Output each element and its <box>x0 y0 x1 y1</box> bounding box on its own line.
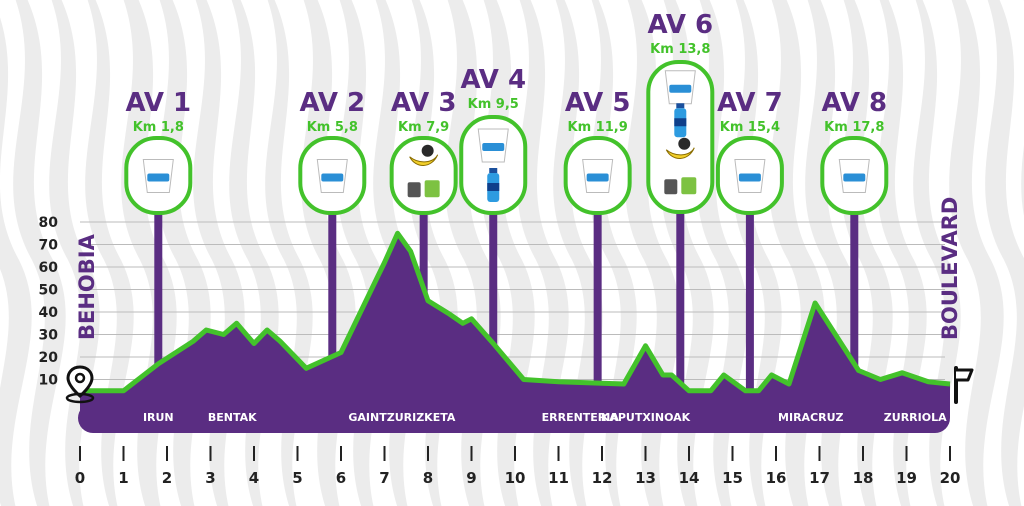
aid-station: AV 1 Km 1,8 <box>124 88 193 215</box>
x-tick-label: 7 <box>379 469 389 487</box>
place-label: MIRACRUZ <box>778 411 843 424</box>
place-label: BENTAK <box>208 411 257 424</box>
x-tick-label: 17 <box>809 469 830 487</box>
aid-station-title: AV 8 <box>821 88 887 118</box>
place-labels: IRUN BENTAK GAINTZURIZKETA ERRENTERIAKAPUTX… <box>143 411 947 424</box>
x-tick-label: 2 <box>162 469 172 487</box>
cup-icon <box>477 128 509 163</box>
aid-station: AV 2 Km 5,8 <box>298 88 367 215</box>
aid-station: AV 7 Km 15,4 <box>715 88 784 215</box>
aid-station-post <box>745 210 754 392</box>
gel-icon <box>407 180 440 198</box>
place-label: GAINTZURIZKETA <box>348 411 455 424</box>
cup-icon <box>142 159 174 193</box>
aid-station-km: Km 11,9 <box>568 120 628 135</box>
place-label: IRUN <box>143 411 174 424</box>
banana-icon <box>409 144 439 166</box>
y-tick-label: 20 <box>39 350 59 366</box>
x-tick-label: 13 <box>635 469 656 487</box>
x-axis: 0 1 2 3 4 5 6 7 8 9 10 11 12 13 14 15 16 17 18 19 20 <box>75 446 961 487</box>
end-label: BOULEVARD <box>938 197 962 340</box>
aid-station-badge <box>459 115 528 215</box>
y-tick-label: 10 <box>39 373 59 389</box>
aid-station: AV 6 Km 13,8 <box>646 10 715 214</box>
zebra-stripe <box>1021 0 1024 216</box>
x-tick-label: 1 <box>118 469 128 487</box>
aid-station-title: AV 1 <box>125 88 191 118</box>
start-label: BEHOBIA <box>75 233 99 340</box>
y-tick-label: 50 <box>39 283 59 299</box>
banana-icon <box>665 137 695 159</box>
finish-flag-icon <box>954 366 974 404</box>
aid-station: AV 5 Km 11,9 <box>563 88 632 215</box>
x-tick-label: 15 <box>722 469 743 487</box>
aid-station: AV 4 Km 9,5 <box>459 65 528 215</box>
elevation-area <box>80 233 950 418</box>
zebra-stripe <box>985 0 1024 506</box>
aid-station-title: AV 7 <box>717 88 783 118</box>
aid-station-title: AV 3 <box>391 88 457 118</box>
aid-station-post <box>328 210 337 392</box>
x-tick-label: 6 <box>336 469 346 487</box>
aid-station-title: AV 5 <box>565 88 631 118</box>
elevation-line <box>80 230 951 394</box>
x-tick-label: 11 <box>548 469 569 487</box>
y-tick-label: 70 <box>39 238 59 254</box>
x-tick-label: 5 <box>292 469 302 487</box>
y-tick-label: 60 <box>39 260 59 276</box>
bottle-icon <box>674 103 687 138</box>
cup-icon <box>664 70 696 105</box>
aid-stations: AV 1 Km 1,8 AV 2 Km 5,8 AV 3 Km 7,9 AV 4 Km 9,5… <box>124 10 889 215</box>
x-tick-label: 10 <box>505 469 526 487</box>
y-tick-label: 30 <box>39 328 59 344</box>
aid-station: AV 8 Km 17,8 <box>820 88 889 215</box>
aid-station-post <box>850 210 859 392</box>
aid-station-post <box>593 210 602 392</box>
cup-icon <box>838 159 870 193</box>
zebra-stripe <box>0 17 32 506</box>
start-pin-icon <box>65 365 95 404</box>
place-label: KAPUTXINOAK <box>601 411 691 424</box>
x-tick-label: 16 <box>766 469 787 487</box>
place-label: ZURRIOLA <box>884 411 947 424</box>
aid-station-km: Km 15,4 <box>720 120 780 135</box>
aid-station-title: AV 2 <box>299 88 365 118</box>
x-tick-label: 0 <box>75 469 85 487</box>
bottle-icon <box>487 168 500 202</box>
x-tick-label: 3 <box>205 469 215 487</box>
gel-icon <box>664 177 697 195</box>
aid-station-km: Km 9,5 <box>468 97 519 112</box>
x-tick-label: 9 <box>466 469 476 487</box>
aid-station-km: Km 1,8 <box>133 120 184 135</box>
aid-station-title: AV 4 <box>460 65 526 95</box>
cup-icon <box>582 159 614 193</box>
x-tick-label: 19 <box>896 469 917 487</box>
x-tick-label: 18 <box>853 469 874 487</box>
aid-station-km: Km 17,8 <box>824 120 884 135</box>
x-tick-label: 4 <box>249 469 259 487</box>
aid-station-km: Km 13,8 <box>650 42 710 57</box>
y-axis-labels: 10 20 30 40 50 60 70 80 <box>39 215 59 389</box>
cup-icon <box>734 159 766 193</box>
aid-station-km: Km 7,9 <box>398 120 449 135</box>
aid-station-post <box>489 210 498 392</box>
place-label: ERRENTERIA <box>542 411 620 424</box>
aid-station: AV 3 Km 7,9 <box>389 88 458 215</box>
x-tick-label: 14 <box>679 469 700 487</box>
y-tick-label: 40 <box>39 305 59 321</box>
y-tick-label: 80 <box>39 215 59 231</box>
aid-station-post <box>154 210 163 392</box>
cup-icon <box>316 159 348 193</box>
zebra-stripe <box>13 0 66 506</box>
x-tick-label: 12 <box>592 469 613 487</box>
aid-station-title: AV 6 <box>647 10 713 40</box>
zebra-stripe <box>913 0 961 506</box>
x-tick-label: 8 <box>423 469 433 487</box>
x-tick-label: 20 <box>940 469 961 487</box>
aid-station-km: Km 5,8 <box>307 120 358 135</box>
aid-station-post <box>676 210 685 392</box>
zebra-stripe <box>949 0 1004 506</box>
